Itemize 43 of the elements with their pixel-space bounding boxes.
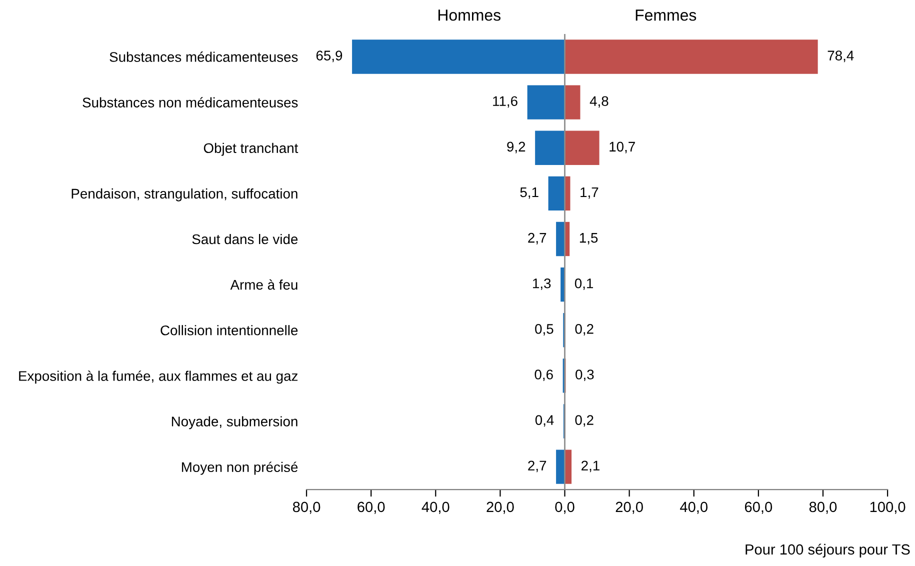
y-tick-label: Saut dans le vide	[192, 234, 298, 244]
data-label: 0,6	[534, 370, 553, 382]
x-tick-label: 60,0	[358, 502, 385, 514]
y-tick-label: Noyade, submersion	[172, 416, 298, 430]
x-tick-label: 20,0	[616, 502, 643, 514]
x-tick-label: 40,0	[422, 502, 450, 514]
data-label: 0,3	[576, 370, 594, 382]
data-label: 10,7	[610, 142, 635, 154]
data-label: 2,7	[528, 460, 546, 472]
x-tick-label: 20,0	[486, 502, 514, 514]
data-label: 78,4	[828, 50, 854, 62]
data-label: 4,8	[590, 96, 608, 108]
data-label: 1,3	[533, 278, 551, 290]
data-label: 0,5	[535, 324, 554, 336]
data-label: 11,6	[493, 96, 518, 108]
y-tick-label: Objet tranchant	[204, 142, 298, 156]
y-tick-label: Exposition à la fumée, aux flammes et au gaz	[19, 370, 298, 384]
x-axis-title: Pour 100 séjours pour TS	[746, 544, 910, 558]
data-label: 65,9	[316, 50, 342, 62]
x-tick-label: 80,0	[292, 502, 320, 514]
series-label: Femmes	[636, 10, 696, 21]
data-label: 0,1	[574, 278, 594, 290]
y-tick-label: Collision intentionnelle	[160, 325, 298, 336]
data-label: 2,1	[582, 460, 600, 472]
data-label: 0,4	[535, 415, 554, 427]
data-label: 0,2	[575, 415, 594, 427]
y-tick-label: Moyen non précisé	[182, 462, 298, 475]
data-label: 9,2	[507, 142, 526, 154]
x-tick-label: 0,0	[555, 502, 574, 514]
y-tick-label: Pendaison, strangulation, suffocation	[72, 188, 298, 202]
x-tick-label: 100,0	[870, 502, 906, 514]
series-label: Hommes	[438, 10, 500, 21]
data-label: 1,5	[580, 233, 598, 244]
x-tick-label: 80,0	[809, 502, 837, 514]
x-tick-label: 60,0	[744, 502, 772, 514]
y-tick-label: Substances médicamenteuses	[110, 52, 298, 62]
data-label: 1,7	[580, 187, 598, 199]
data-label: 0,2	[575, 324, 594, 336]
x-tick-label: 40,0	[680, 502, 708, 514]
data-label: 2,7	[528, 232, 546, 244]
y-tick-label: Arme à feu	[230, 279, 298, 290]
y-tick-label: Substances non médicamenteuses	[82, 97, 298, 108]
data-label: 5,1	[520, 187, 538, 199]
